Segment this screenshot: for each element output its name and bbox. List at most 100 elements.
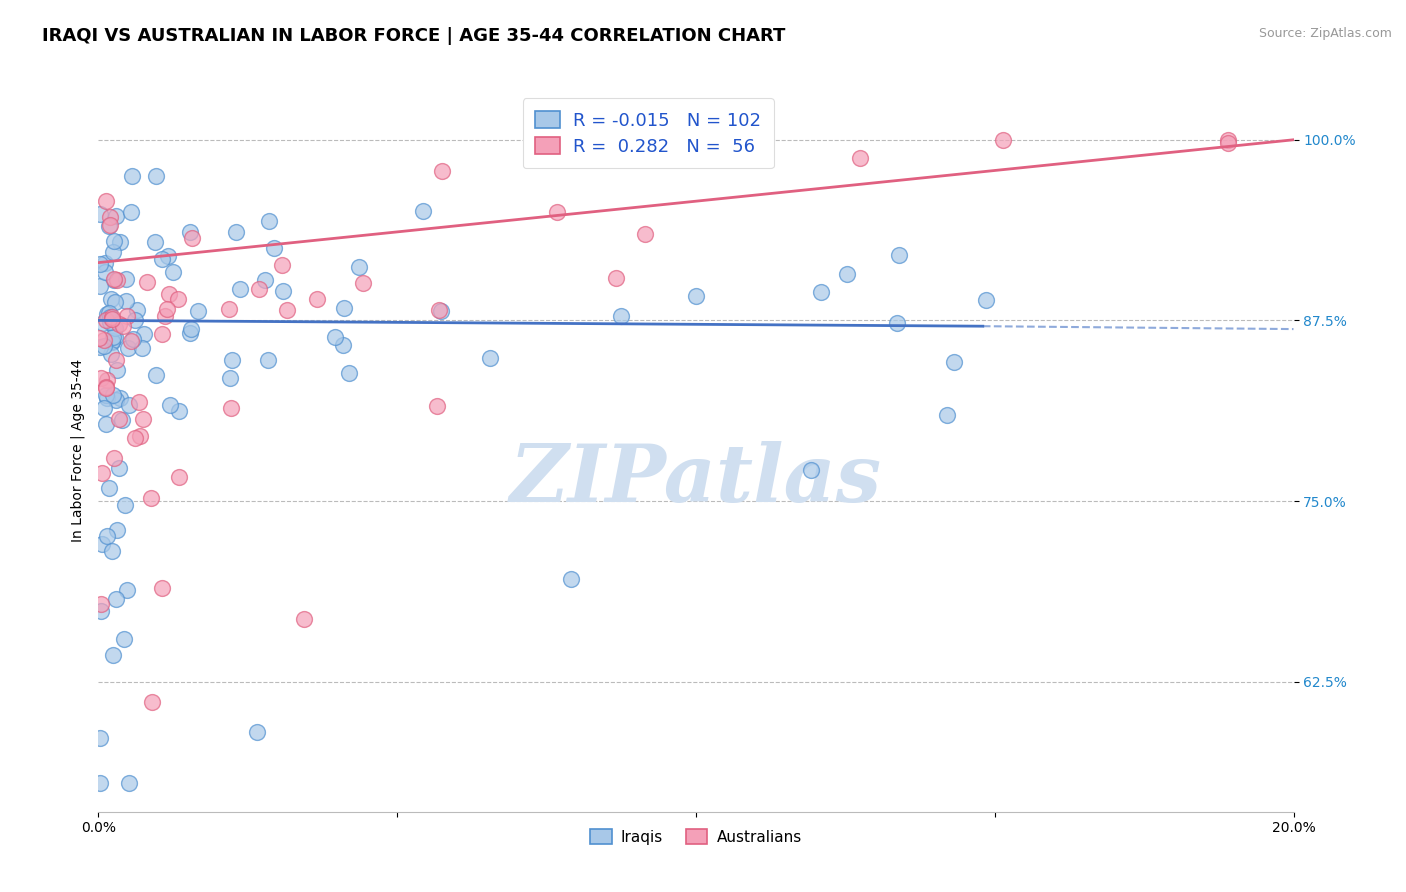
Point xyxy=(101,310,124,325)
Point xyxy=(98,482,121,496)
Point xyxy=(120,334,142,349)
Point xyxy=(96,373,118,387)
Point xyxy=(105,353,128,368)
Y-axis label: In Labor Force | Age 35-44: In Labor Force | Age 35-44 xyxy=(70,359,84,542)
Point xyxy=(100,544,122,558)
Point xyxy=(105,363,128,377)
Point xyxy=(187,303,209,318)
Point xyxy=(257,213,280,227)
Point xyxy=(1216,136,1239,150)
Point xyxy=(108,391,131,405)
Point xyxy=(166,292,188,306)
Point xyxy=(246,724,269,739)
Point xyxy=(118,398,141,412)
Point xyxy=(96,529,118,543)
Point xyxy=(93,333,115,347)
Point xyxy=(127,302,149,317)
Text: ZIPatlas: ZIPatlas xyxy=(510,441,882,518)
Point xyxy=(112,632,135,647)
Point xyxy=(124,431,146,445)
Point xyxy=(157,287,180,301)
Point xyxy=(633,227,655,241)
Point xyxy=(128,395,150,409)
Point xyxy=(427,303,450,318)
Point xyxy=(221,352,243,367)
Point xyxy=(292,612,315,626)
Point xyxy=(143,235,166,249)
Point xyxy=(115,583,138,598)
Point xyxy=(94,380,117,394)
Point xyxy=(429,304,451,318)
Point xyxy=(93,256,115,270)
Point xyxy=(114,293,136,308)
Point xyxy=(167,470,190,484)
Point xyxy=(100,334,122,348)
Point xyxy=(325,330,347,344)
Point xyxy=(115,271,138,285)
Point xyxy=(225,226,247,240)
Point xyxy=(98,314,121,328)
Point xyxy=(145,169,167,183)
Point xyxy=(153,309,176,323)
Point xyxy=(935,408,957,422)
Point xyxy=(179,326,201,341)
Point xyxy=(89,776,111,790)
Point xyxy=(89,339,111,353)
Point xyxy=(96,307,118,321)
Point xyxy=(247,282,270,296)
Point xyxy=(685,289,707,303)
Point xyxy=(117,341,139,355)
Point xyxy=(131,412,153,426)
Point xyxy=(103,320,125,334)
Point xyxy=(101,312,124,326)
Text: Source: ZipAtlas.com: Source: ZipAtlas.com xyxy=(1258,27,1392,40)
Legend: Iraqis, Australians: Iraqis, Australians xyxy=(583,823,808,851)
Point xyxy=(976,293,998,308)
Point xyxy=(993,133,1015,147)
Point xyxy=(110,235,132,250)
Point xyxy=(150,327,173,342)
Point xyxy=(305,293,328,307)
Point xyxy=(337,366,360,380)
Point xyxy=(121,169,143,183)
Point xyxy=(89,331,111,345)
Point xyxy=(101,334,124,349)
Point xyxy=(889,248,911,262)
Point xyxy=(124,313,146,327)
Text: IRAQI VS AUSTRALIAN IN LABOR FORCE | AGE 35-44 CORRELATION CHART: IRAQI VS AUSTRALIAN IN LABOR FORCE | AGE… xyxy=(42,27,786,45)
Point xyxy=(114,498,136,512)
Point xyxy=(942,354,965,368)
Point xyxy=(162,265,184,279)
Point xyxy=(152,252,174,266)
Point xyxy=(167,404,190,418)
Point xyxy=(103,450,125,465)
Point xyxy=(799,463,821,477)
Point xyxy=(105,592,128,607)
Point xyxy=(115,309,138,323)
Point xyxy=(105,273,128,287)
Point xyxy=(103,273,125,287)
Point xyxy=(98,219,121,233)
Point xyxy=(89,257,111,271)
Point xyxy=(120,204,142,219)
Point xyxy=(180,322,202,336)
Point xyxy=(159,397,181,411)
Point xyxy=(837,267,859,281)
Point xyxy=(180,231,202,245)
Point xyxy=(108,318,131,332)
Point xyxy=(100,218,122,232)
Point xyxy=(271,284,294,298)
Point xyxy=(132,327,155,342)
Point xyxy=(89,731,111,745)
Point xyxy=(93,401,115,415)
Point xyxy=(271,258,294,272)
Point xyxy=(122,332,145,346)
Point xyxy=(104,294,127,309)
Point xyxy=(156,249,179,263)
Point xyxy=(103,271,125,285)
Point xyxy=(263,241,285,255)
Point xyxy=(94,417,117,432)
Point xyxy=(886,316,908,330)
Point xyxy=(111,413,134,427)
Point xyxy=(105,393,128,408)
